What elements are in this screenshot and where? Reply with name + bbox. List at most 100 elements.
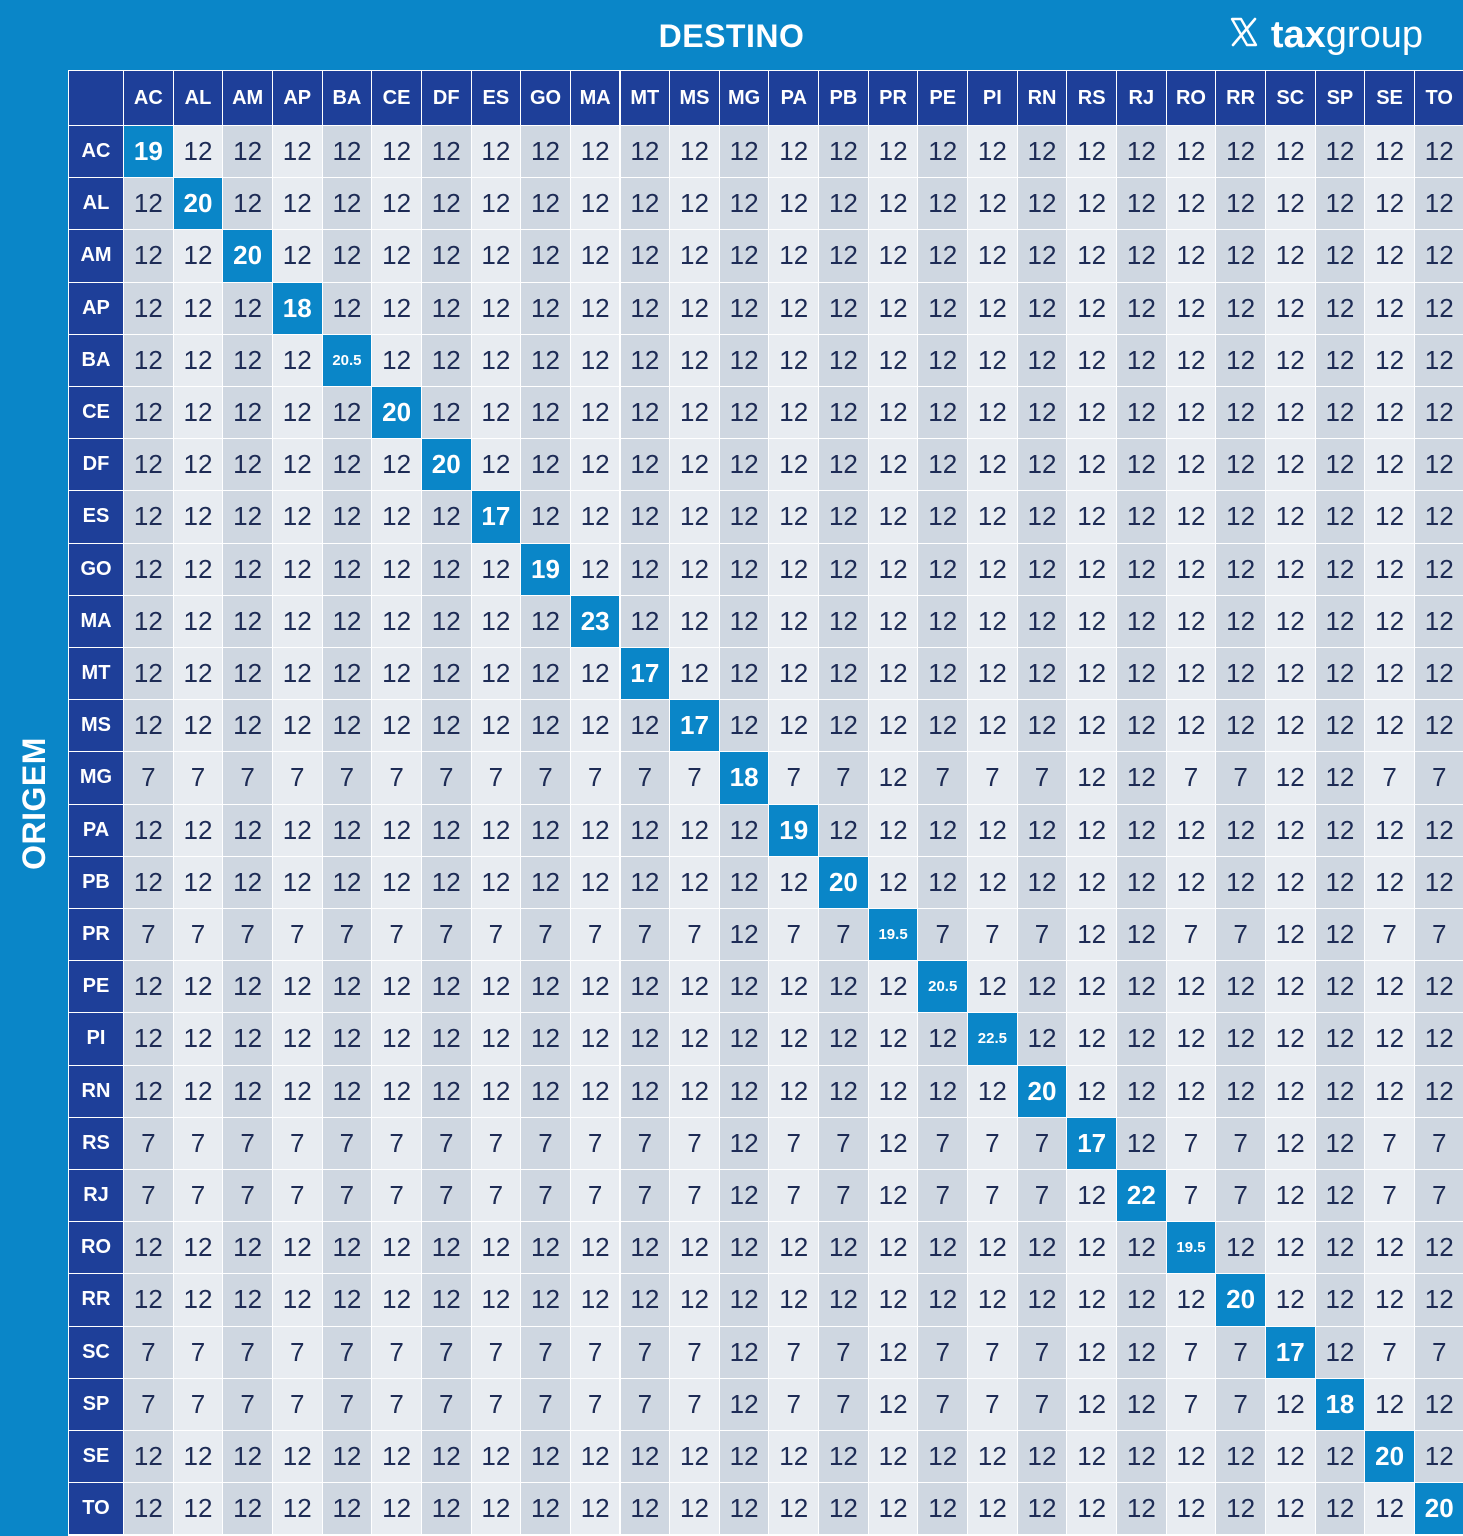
rate-cell: 12 [719,856,769,908]
rate-cell: 12 [918,1431,968,1483]
rate-cell: 12 [819,1013,868,1065]
rate-cell: 12 [918,595,968,647]
rate-cell: 12 [1265,752,1315,804]
rate-cell: 12 [471,804,521,856]
rate-cell: 20 [1216,1274,1265,1326]
rate-cell: 12 [1166,1274,1216,1326]
rate-cell: 12 [223,595,272,647]
rate-cell: 12 [1216,804,1265,856]
rate-cell: 12 [471,1431,521,1483]
rate-cell: 12 [1166,961,1216,1013]
rate-cell: 12 [173,648,223,700]
rate-cell: 7 [769,1378,819,1430]
rate-cell: 12 [521,961,570,1013]
rate-cell: 12 [819,387,868,439]
rate-cell: 12 [1315,282,1365,334]
rate-cell: 7 [670,1170,719,1222]
rate-cell: 12 [1216,387,1265,439]
rate-cell: 22.5 [968,1013,1017,1065]
rate-cell: 12 [620,1065,670,1117]
rate-cell: 12 [1067,804,1116,856]
rate-cell: 7 [124,1117,173,1169]
rate-cell: 12 [1067,387,1116,439]
rate-cell: 12 [372,595,421,647]
rate-cell: 12 [223,961,272,1013]
rate-cell: 12 [173,543,223,595]
rate-cell: 12 [1315,1483,1365,1535]
rate-cell: 12 [918,1013,968,1065]
rate-cell: 12 [868,1222,918,1274]
rate-cell: 12 [1067,1065,1116,1117]
rate-cell: 7 [1166,752,1216,804]
rate-cell: 12 [124,804,173,856]
row-header-go: GO [69,543,123,595]
rate-cell: 12 [322,230,372,282]
rate-cell: 7 [968,1378,1017,1430]
rate-cell: 12 [868,387,918,439]
rate-cell: 12 [1067,334,1116,386]
rate-cell: 12 [1017,334,1067,386]
icms-rate-matrix: AC AL AM AP BA CE DF ES GO MA MT MS MG PA PB PR PE PI RN RS… [68,70,1463,1536]
rate-cell: 12 [1067,543,1116,595]
rate-cell: 12 [372,1065,421,1117]
rate-cell: 12 [223,1483,272,1535]
rate-cell: 12 [322,1222,372,1274]
rate-cell: 12 [1315,334,1365,386]
rate-cell: 12 [1067,1431,1116,1483]
rate-cell: 12 [868,752,918,804]
rate-cell: 7 [124,1170,173,1222]
rate-cell: 12 [372,334,421,386]
rate-cell: 12 [620,1222,670,1274]
rate-cell: 12 [1265,387,1315,439]
rate-cell: 12 [868,648,918,700]
rate-cell: 12 [1166,595,1216,647]
rate-cell: 7 [173,1378,223,1430]
rate-cell: 12 [1315,856,1365,908]
rate-cell: 12 [719,1222,769,1274]
rate-cell: 7 [272,1170,322,1222]
rate-cell: 12 [1216,334,1265,386]
rate-cell: 7 [471,1170,521,1222]
rate-cell: 12 [521,334,570,386]
rate-cell: 12 [1017,700,1067,752]
rate-cell: 20.5 [322,334,372,386]
column-header-rj: RJ [1117,71,1166,125]
rate-cell: 12 [868,1013,918,1065]
rate-cell: 12 [322,126,372,178]
rate-cell: 12 [620,126,670,178]
rate-cell: 12 [1265,648,1315,700]
rate-cell: 12 [719,909,769,961]
rate-cell: 12 [173,1013,223,1065]
rate-cell: 12 [272,334,322,386]
rate-cell: 12 [1414,1378,1463,1430]
rate-cell: 12 [719,1170,769,1222]
rate-cell: 12 [868,1065,918,1117]
rate-cell: 7 [570,1326,620,1378]
rate-cell: 12 [1067,1013,1116,1065]
rate-cell: 12 [471,334,521,386]
row-header-pi: PI [69,1013,123,1065]
rate-cell: 12 [521,1431,570,1483]
rate-cell: 12 [421,1222,471,1274]
rate-cell: 12 [1315,1431,1365,1483]
rate-cell: 12 [372,1222,421,1274]
rate-cell: 12 [868,804,918,856]
rate-cell: 12 [670,961,719,1013]
rate-cell: 12 [521,1222,570,1274]
rate-cell: 12 [124,178,173,230]
rate-cell: 7 [620,909,670,961]
rate-cell: 12 [1117,282,1166,334]
rate-cell: 12 [1315,909,1365,961]
rate-cell: 12 [173,491,223,543]
rate-cell: 12 [272,961,322,1013]
rate-cell: 19.5 [1166,1222,1216,1274]
rate-cell: 7 [322,1378,372,1430]
rate-cell: 12 [1067,1326,1116,1378]
rate-cell: 12 [1017,961,1067,1013]
column-header-mt: MT [620,71,670,125]
rate-cell: 22 [1117,1170,1166,1222]
rate-cell: 12 [670,126,719,178]
rate-cell: 12 [223,491,272,543]
rate-cell: 12 [372,804,421,856]
column-header-es: ES [471,71,521,125]
